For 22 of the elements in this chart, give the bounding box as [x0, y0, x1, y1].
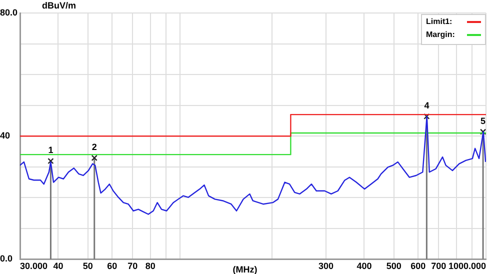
x-tick-label: 70 — [128, 261, 138, 272]
annotation: 4 — [424, 100, 430, 110]
y-tick-label: 40 — [0, 130, 10, 141]
x-tick-label: 400 — [356, 261, 372, 272]
x-tick-label: 30.000 — [20, 261, 48, 272]
x-tick-label: 500 — [386, 261, 402, 272]
legend-label: Margin: — [426, 30, 455, 40]
x-tick-label: 50 — [82, 261, 93, 272]
x-tick-label: 700 — [431, 261, 446, 272]
x-tick-label: 60 — [107, 261, 118, 272]
y-tick-label: 80.0 — [0, 7, 18, 18]
x-tick-label: 300 — [318, 261, 334, 272]
annotation: 2 — [92, 142, 97, 152]
annotation: 5 — [480, 116, 486, 126]
annotation: 1 — [48, 145, 54, 156]
x-tick-label: 80 — [145, 261, 156, 272]
legend-label: Limit1: — [426, 17, 452, 26]
x-tick-label: 40 — [53, 261, 64, 272]
x-tick-label: 600 — [410, 261, 426, 272]
y-tick-label: 0.0 — [0, 254, 13, 264]
y-axis-title: dBuV/m — [42, 0, 76, 10]
x-tick-label: 1000.000 — [448, 261, 486, 272]
